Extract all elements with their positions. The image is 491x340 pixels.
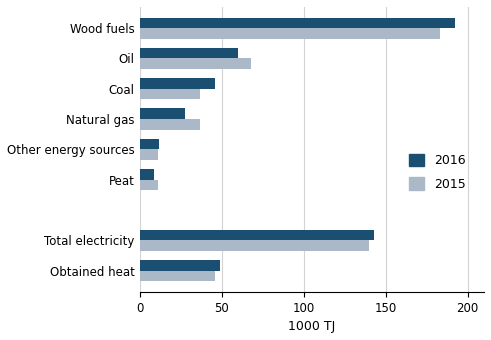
Legend: 2016, 2015: 2016, 2015 [404,149,471,196]
Bar [139,108,186,119]
Bar [139,149,158,160]
Bar [139,18,455,28]
Bar [139,139,159,149]
Bar [139,230,374,240]
Bar [139,48,238,58]
Bar [139,169,154,180]
X-axis label: 1000 TJ: 1000 TJ [288,320,335,333]
Bar [139,260,220,271]
Bar [139,89,200,99]
Bar [139,78,215,89]
Bar [139,240,369,251]
Bar [139,180,158,190]
Bar [139,58,251,69]
Bar [139,271,215,281]
Bar [139,119,200,130]
Bar [139,28,440,39]
